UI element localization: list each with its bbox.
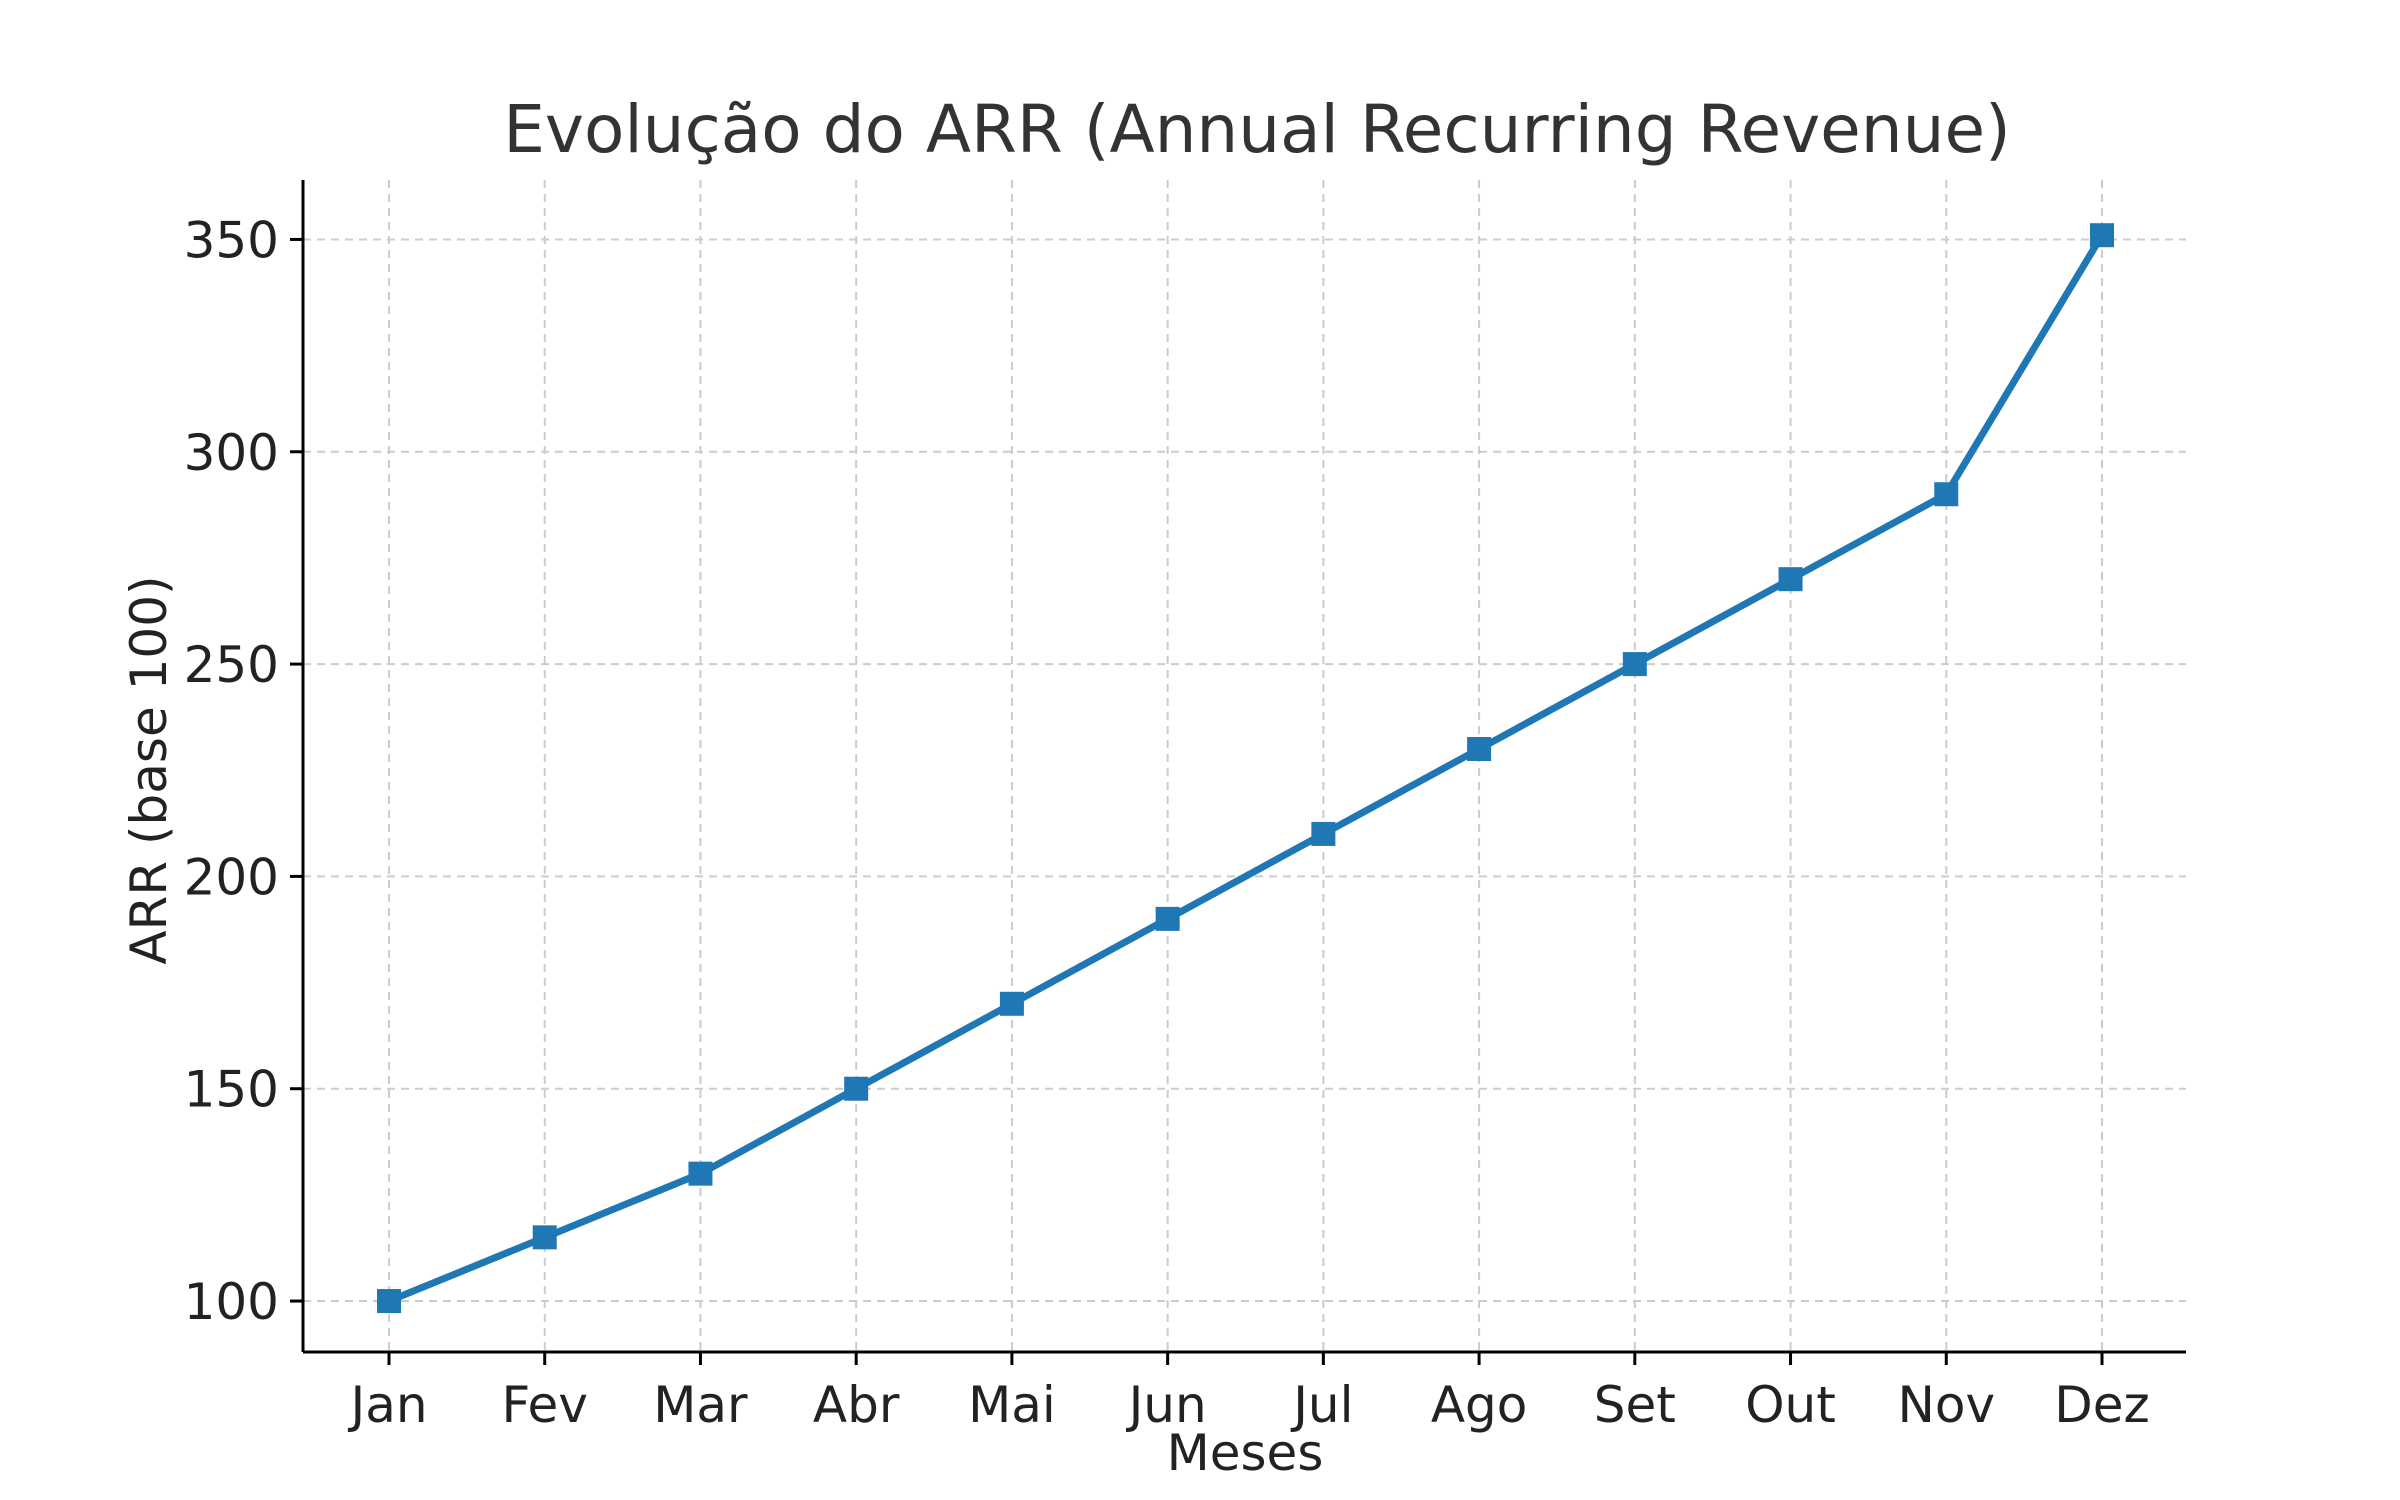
x-axis-label: Meses: [1167, 1424, 1324, 1482]
data-point-marker: [1622, 652, 1647, 677]
x-tick-label: Nov: [1897, 1376, 1995, 1434]
y-tick-label: 300: [184, 424, 279, 482]
data-point-marker: [688, 1161, 713, 1186]
x-tick-label: Jan: [347, 1376, 427, 1434]
y-axis-ticks: 100 150 200 250 300 350: [184, 211, 303, 1331]
x-tick-label: Jul: [1290, 1376, 1353, 1434]
y-axis-label: ARR (base 100): [120, 575, 178, 964]
data-point-marker: [377, 1289, 401, 1314]
data-point-marker: [844, 1076, 869, 1101]
data-point-marker: [1934, 482, 1959, 507]
axes: [301, 180, 2186, 1354]
data-point-marker: [2090, 223, 2114, 248]
x-tick-label: Mar: [653, 1376, 748, 1434]
series-line: [385, 231, 2106, 1305]
series-layer: [377, 223, 2114, 1314]
data-point-marker: [1311, 821, 1336, 846]
y-tick-label: 150: [184, 1061, 279, 1119]
x-tick-label: Jun: [1126, 1376, 1207, 1434]
data-point-marker: [999, 991, 1024, 1016]
x-tick-label: Mai: [968, 1376, 1056, 1434]
data-point-marker: [1467, 737, 1492, 762]
data-point-marker: [532, 1225, 557, 1250]
x-axis-ticks: Jan Fev Mar Abr Mai Jun Jul Ago Set Out Nov Dez: [347, 1352, 2150, 1434]
y-tick-label: 100: [184, 1273, 279, 1331]
chart-title: Evolução do ARR (Annual Recurring Revenu…: [503, 91, 2011, 168]
y-tick-label: 250: [184, 636, 279, 694]
data-point-marker: [1778, 567, 1803, 592]
x-tick-label: Set: [1594, 1376, 1676, 1434]
grid: [303, 180, 2186, 1352]
x-tick-label: Out: [1745, 1376, 1836, 1434]
x-tick-label: Ago: [1431, 1376, 1528, 1434]
y-tick-label: 200: [184, 848, 279, 906]
y-tick-label: 350: [184, 211, 279, 269]
data-point-marker: [1155, 906, 1180, 931]
x-tick-label: Fev: [502, 1376, 588, 1434]
x-tick-label: Dez: [2054, 1376, 2150, 1434]
x-tick-label: Abr: [813, 1376, 900, 1434]
